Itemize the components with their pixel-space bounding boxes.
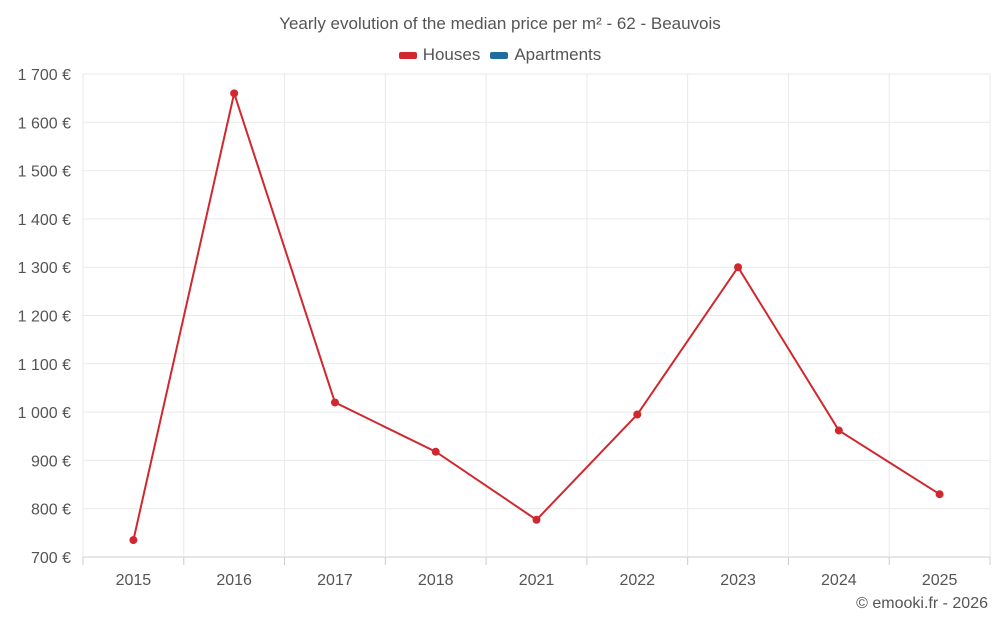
x-tick-label: 2023 [720, 572, 756, 589]
y-tick-label: 1 000 € [18, 405, 71, 422]
data-point[interactable] [532, 515, 541, 524]
legend-item-apartments[interactable]: Apartments [490, 45, 601, 65]
data-point[interactable] [230, 89, 239, 98]
y-tick-label: 800 € [31, 502, 71, 519]
legend-label-houses: Houses [422, 45, 481, 64]
legend-item-houses[interactable]: Houses [398, 45, 481, 65]
x-tick-label: 2016 [216, 572, 252, 589]
y-tick-label: 900 € [31, 453, 71, 470]
data-point[interactable] [734, 263, 743, 272]
legend-label-apartments: Apartments [514, 45, 602, 64]
x-tick-label: 2015 [116, 572, 152, 589]
data-point[interactable] [935, 490, 944, 499]
y-tick-label: 1 600 € [18, 115, 71, 132]
x-tick-label: 2018 [418, 572, 454, 589]
data-point[interactable] [834, 426, 843, 435]
x-tick-label: 2017 [317, 572, 353, 589]
credit-text: © emooki.fr - 2026 [856, 595, 988, 612]
x-tick-label: 2025 [922, 572, 958, 589]
grid-layer [82, 73, 991, 558]
data-point[interactable] [431, 447, 440, 456]
series-layer [129, 89, 944, 545]
y-tick-label: 1 200 € [18, 309, 71, 326]
y-tick-label: 1 400 € [18, 212, 71, 229]
legend-swatch-houses [398, 51, 417, 59]
data-point[interactable] [330, 398, 339, 407]
axis-layer: 700 € 800 € 900 € 1 000 € 1 100 € 1 200 € 1 30… [18, 67, 991, 589]
x-tick-label: 2024 [821, 572, 857, 589]
x-tick-label: 2021 [519, 572, 555, 589]
y-tick-label: 1 500 € [18, 164, 71, 181]
data-point[interactable] [129, 536, 138, 545]
x-tick-label: 2022 [619, 572, 655, 589]
legend-swatch-apartments [490, 51, 509, 59]
y-tick-label: 1 700 € [18, 67, 71, 84]
y-tick-label: 1 100 € [18, 357, 71, 374]
chart-legend: Houses Apartments [0, 45, 1000, 65]
y-tick-label: 1 300 € [18, 260, 71, 277]
data-point[interactable] [633, 410, 642, 419]
series-line-houses [132, 89, 941, 541]
y-tick-label: 700 € [31, 550, 71, 567]
chart-title: Yearly evolution of the median price per… [279, 14, 721, 33]
